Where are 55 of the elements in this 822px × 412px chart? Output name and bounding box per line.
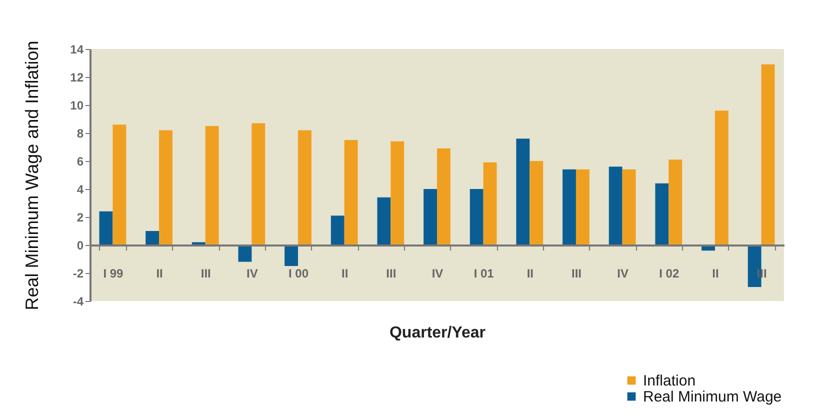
x-tick-label: I 00 — [288, 266, 309, 280]
bar — [284, 245, 298, 266]
x-tick-label: I 99 — [103, 266, 124, 280]
bar — [112, 124, 126, 245]
bar — [530, 161, 544, 245]
bar — [377, 197, 391, 245]
bar — [298, 130, 312, 245]
x-tick-label: IV — [432, 266, 444, 280]
x-tick-label: III — [386, 266, 396, 280]
bar — [330, 216, 344, 245]
y-tick-label: 14 — [70, 42, 84, 56]
bar — [99, 211, 113, 245]
bar — [668, 160, 682, 245]
x-tick-label: II — [342, 266, 348, 280]
x-tick-label: II — [156, 266, 163, 280]
y-tick-label: 0 — [76, 238, 84, 252]
bar — [622, 169, 636, 245]
bar — [761, 64, 775, 245]
bar — [470, 189, 484, 245]
bar — [192, 242, 206, 245]
bar — [608, 166, 622, 245]
bar — [562, 169, 576, 245]
legend-label: Inflation — [643, 372, 696, 390]
bar — [390, 141, 404, 245]
x-tick-label: III — [200, 266, 211, 280]
bar — [252, 123, 266, 245]
x-tick-label: IV — [617, 266, 628, 280]
bar — [424, 189, 437, 245]
legend-label: Real Minimum Wage — [643, 388, 782, 406]
x-tick-label: II — [712, 266, 719, 280]
bar — [655, 183, 669, 245]
x-tick-label: I 02 — [659, 266, 680, 280]
y-tick-label: 6 — [76, 154, 84, 168]
bar — [714, 110, 728, 245]
x-tick-label: I 01 — [474, 266, 494, 280]
bar — [516, 138, 530, 245]
x-axis-title: Quarter/Year — [389, 324, 486, 342]
bar — [344, 140, 358, 245]
x-tick-label: III — [571, 266, 582, 280]
bar — [576, 169, 590, 245]
bar — [205, 126, 219, 245]
y-tick-label: 2 — [76, 210, 84, 224]
x-tick-label: II — [526, 266, 534, 280]
bar — [159, 130, 172, 245]
y-tick-label: -2 — [72, 266, 84, 280]
bar — [146, 231, 160, 245]
y-tick-label: 12 — [70, 70, 84, 84]
x-tick-label: IV — [246, 266, 258, 280]
bar — [483, 162, 497, 245]
y-tick-label: 10 — [70, 98, 84, 112]
y-axis-title: Real Minimum Wage and Inflation — [22, 40, 42, 310]
y-tick-label: 8 — [76, 126, 84, 140]
y-tick-label: -4 — [72, 294, 84, 308]
bar — [437, 148, 450, 245]
y-tick-label: 4 — [76, 182, 84, 196]
